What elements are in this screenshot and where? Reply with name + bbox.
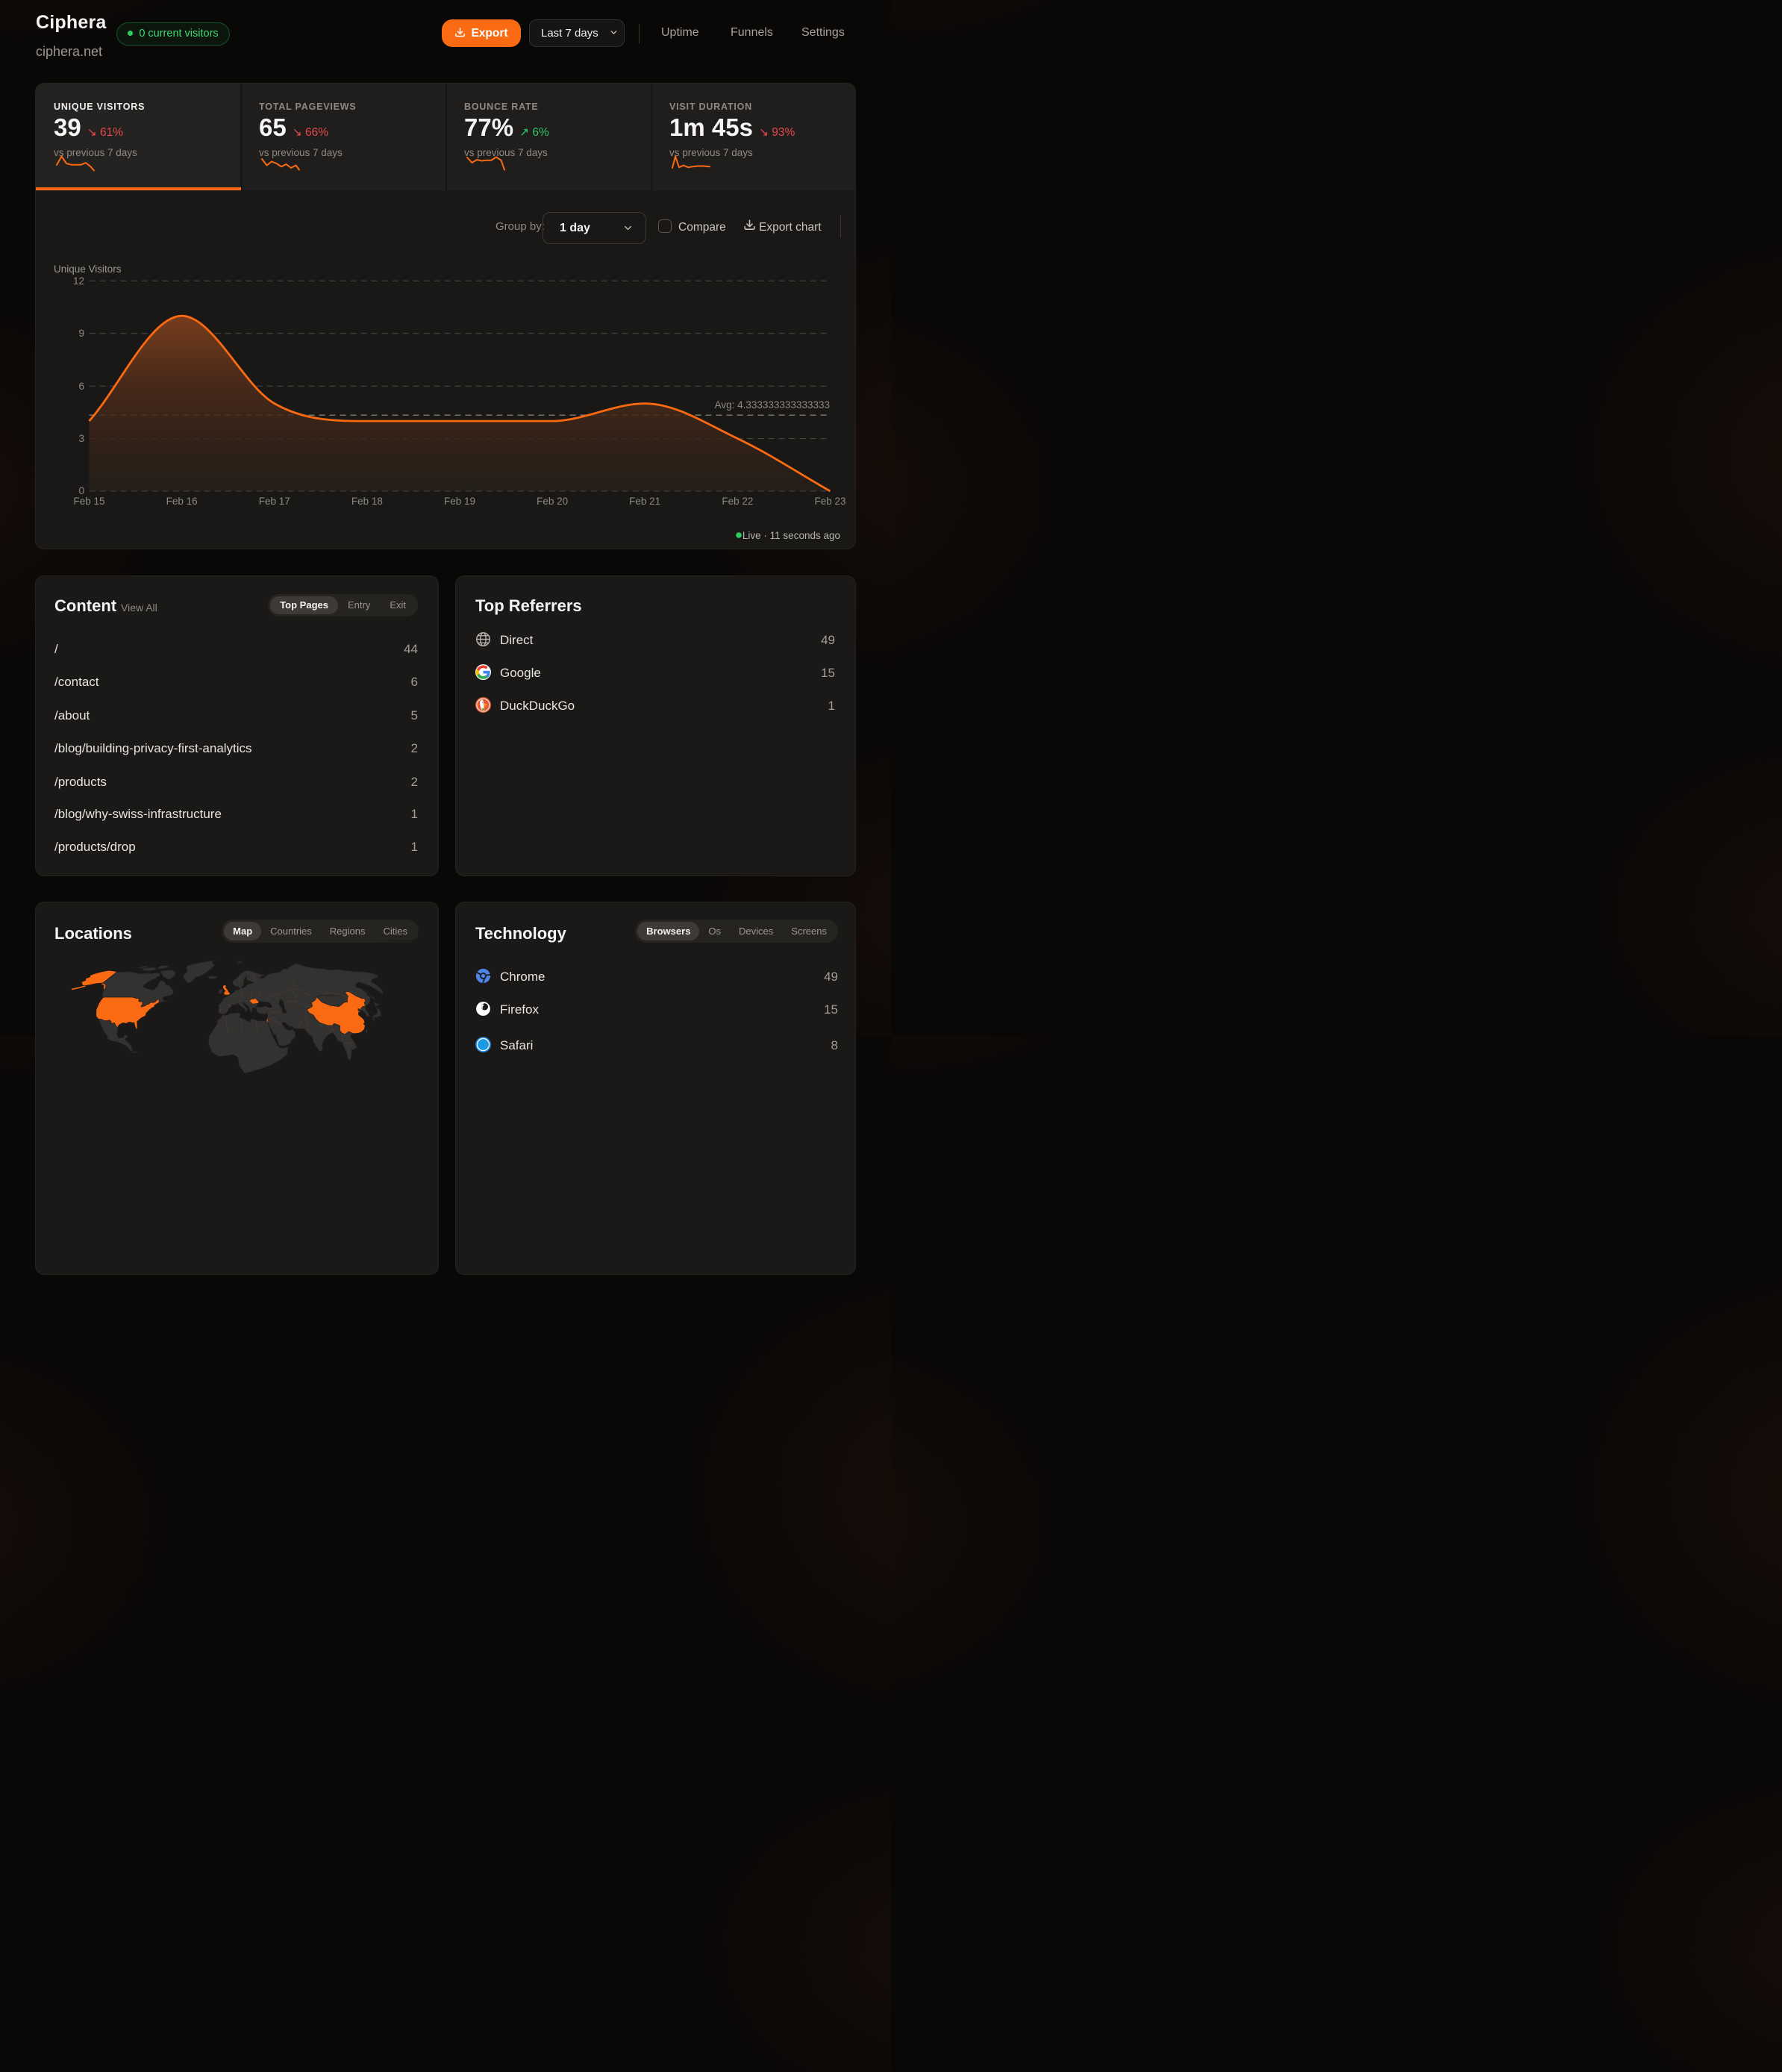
svg-text:0: 0 <box>78 485 84 496</box>
svg-text:Feb 16: Feb 16 <box>166 496 198 507</box>
svg-text:Avg: 4.333333333333333: Avg: 4.333333333333333 <box>715 399 830 411</box>
svg-text:3: 3 <box>78 433 84 444</box>
svg-text:12: 12 <box>73 275 84 287</box>
svg-text:6: 6 <box>78 381 84 392</box>
svg-text:9: 9 <box>78 328 84 339</box>
svg-text:Feb 15: Feb 15 <box>73 496 104 507</box>
svg-text:Feb 22: Feb 22 <box>722 496 753 507</box>
svg-text:Feb 23: Feb 23 <box>814 496 845 507</box>
svg-text:Unique Visitors: Unique Visitors <box>54 263 122 275</box>
svg-text:Feb 19: Feb 19 <box>444 496 475 507</box>
svg-text:Feb 21: Feb 21 <box>629 496 660 507</box>
svg-text:Feb 18: Feb 18 <box>351 496 383 507</box>
svg-text:Feb 20: Feb 20 <box>537 496 568 507</box>
svg-text:Feb 17: Feb 17 <box>259 496 290 507</box>
svg-text:Live · 11 seconds ago: Live · 11 seconds ago <box>742 530 840 541</box>
